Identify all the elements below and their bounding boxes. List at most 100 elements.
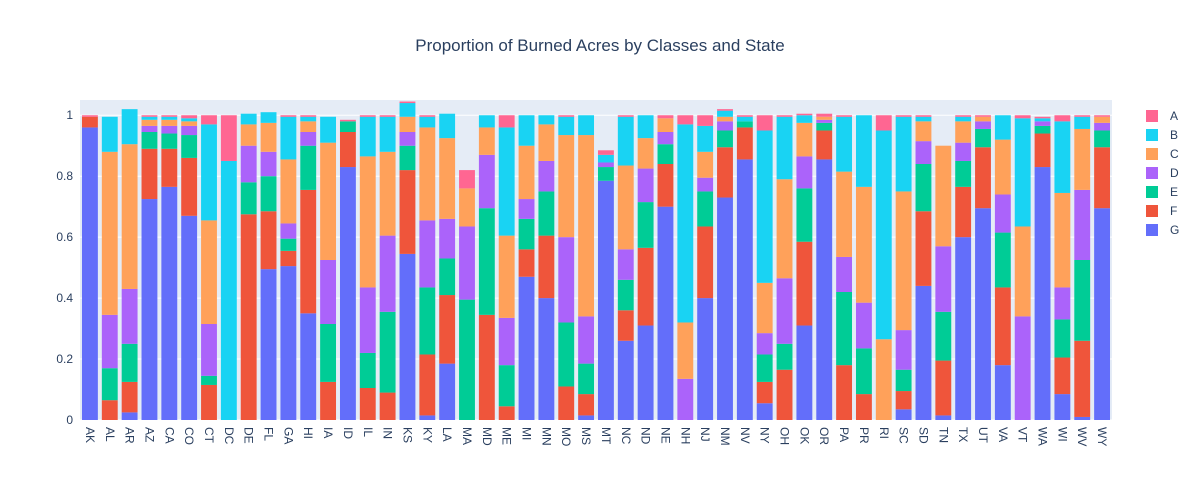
bar-segment-G-OR bbox=[816, 159, 833, 420]
bar-segment-B-VA bbox=[994, 115, 1011, 140]
bar-segment-G-WA bbox=[1034, 167, 1051, 420]
bar-segment-D-NC bbox=[617, 249, 634, 280]
legend-swatch bbox=[1146, 110, 1158, 122]
bar-segment-B-MD bbox=[478, 115, 495, 128]
bar-segment-G-VA bbox=[994, 365, 1011, 420]
bar-segment-B-IA bbox=[320, 116, 337, 143]
bar-segment-A-RI bbox=[875, 115, 892, 131]
bar-segment-G-NJ bbox=[697, 298, 714, 420]
legend-item-D[interactable]: D bbox=[1146, 166, 1179, 180]
bar-segment-G-TN bbox=[935, 415, 952, 420]
bar-segment-F-MI bbox=[518, 249, 535, 277]
bar-segment-C-MS bbox=[578, 135, 595, 317]
x-tick-label: MA bbox=[460, 427, 474, 445]
bar-segment-E-IA bbox=[320, 324, 337, 382]
bar-segment-F-OK bbox=[796, 241, 813, 326]
bar-segment-C-LA bbox=[439, 138, 456, 219]
y-tick-label: 0.4 bbox=[56, 291, 73, 305]
legend-item-C[interactable]: C bbox=[1146, 147, 1179, 161]
bar-segment-D-LA bbox=[439, 218, 456, 259]
bar-segment-C-CO bbox=[181, 121, 198, 126]
bar-segment-C-CT bbox=[201, 220, 217, 324]
bar-segment-C-NJ bbox=[697, 151, 714, 178]
bar-segment-G-WI bbox=[1054, 394, 1071, 420]
bar-segment-F-CA bbox=[161, 148, 178, 187]
x-tick-label: WV bbox=[1075, 427, 1089, 446]
bar-segment-A-NM bbox=[717, 109, 733, 111]
x-tick-label: OH bbox=[778, 427, 792, 445]
bar-segment-A-MT bbox=[597, 150, 614, 155]
bar-segment-D-OR bbox=[816, 119, 833, 123]
legend-item-E[interactable]: E bbox=[1146, 185, 1178, 199]
bar-segment-A-HI bbox=[300, 115, 317, 117]
x-tick-label: ID bbox=[341, 427, 355, 439]
bar-segment-F-ME bbox=[498, 406, 515, 420]
bar-segment-D-KS bbox=[399, 132, 416, 146]
x-tick-label: DE bbox=[242, 427, 256, 444]
bar-segment-A-AZ bbox=[141, 115, 158, 117]
bar-segment-D-OH bbox=[776, 278, 793, 344]
bar-segment-B-ME bbox=[498, 127, 515, 236]
bar-segment-A-KS bbox=[399, 101, 416, 104]
bar-segment-E-IL bbox=[359, 352, 376, 388]
bar-segment-G-MI bbox=[518, 276, 535, 420]
bar-segment-C-TN bbox=[935, 145, 952, 247]
x-tick-label: UT bbox=[976, 427, 990, 444]
bar-segment-B-LA bbox=[439, 113, 456, 139]
bar-segment-E-MT bbox=[597, 167, 614, 181]
x-tick-label: IN bbox=[381, 427, 395, 439]
legend-swatch bbox=[1146, 129, 1158, 141]
bar-segment-F-TN bbox=[935, 360, 952, 416]
x-tick-label: AL bbox=[103, 427, 117, 442]
bar-segment-B-NM bbox=[717, 110, 733, 117]
chart-title: Proportion of Burned Acres by Classes an… bbox=[415, 36, 784, 55]
bar-segment-A-OK bbox=[796, 113, 813, 116]
bar-segment-D-NE bbox=[657, 132, 674, 145]
legend-item-F[interactable]: F bbox=[1146, 204, 1177, 218]
bar-segment-F-NM bbox=[717, 147, 733, 198]
bar-segment-F-WV bbox=[1074, 340, 1091, 417]
bar-segment-D-CT bbox=[201, 324, 217, 376]
x-tick-label: VT bbox=[1016, 427, 1030, 443]
bar-segment-D-AZ bbox=[141, 125, 158, 132]
x-tick-label: LA bbox=[440, 427, 454, 442]
bar-segment-G-AZ bbox=[141, 199, 158, 420]
bar-segment-B-OK bbox=[796, 115, 813, 123]
x-tick-label: WI bbox=[1055, 427, 1069, 442]
x-tick-label: VA bbox=[996, 427, 1010, 442]
bar-segment-C-FL bbox=[260, 122, 277, 152]
legend-item-A[interactable]: A bbox=[1146, 109, 1178, 123]
legend-swatch bbox=[1146, 205, 1158, 217]
x-tick-label: NC bbox=[619, 427, 633, 445]
legend-item-G[interactable]: G bbox=[1146, 223, 1179, 237]
bar-segment-D-IL bbox=[359, 287, 376, 353]
bar-segment-B-TX bbox=[955, 116, 972, 122]
bar-segment-A-WI bbox=[1054, 115, 1071, 122]
x-tick-label: NE bbox=[658, 427, 672, 444]
bar-segment-E-GA bbox=[280, 238, 297, 251]
bar-segment-F-DE bbox=[240, 214, 257, 420]
bar-segment-G-NV bbox=[736, 159, 753, 420]
bar-segment-D-WA bbox=[1034, 121, 1051, 126]
bar-segment-D-MN bbox=[538, 160, 555, 192]
bar-segment-E-LA bbox=[439, 258, 456, 296]
bar-segment-F-AL bbox=[101, 400, 118, 420]
bar-segment-B-WV bbox=[1074, 116, 1091, 129]
bar-segment-A-VT bbox=[1014, 115, 1031, 119]
bar-segment-E-TX bbox=[955, 160, 972, 187]
bar-segment-B-NC bbox=[617, 116, 634, 166]
bar-segment-F-AZ bbox=[141, 148, 158, 200]
bar-segment-C-CA bbox=[161, 119, 178, 126]
legend-item-B[interactable]: B bbox=[1146, 128, 1178, 142]
x-tick-label: NY bbox=[758, 427, 772, 444]
bar-segment-G-CA bbox=[161, 186, 178, 420]
bar-segment-F-OH bbox=[776, 369, 793, 420]
bar-segment-C-KY bbox=[419, 127, 436, 221]
x-tick-label: MS bbox=[579, 427, 593, 445]
bar-segment-D-SD bbox=[915, 141, 932, 164]
bar-segment-A-WV bbox=[1074, 115, 1091, 117]
bar-segment-F-WI bbox=[1054, 357, 1071, 395]
bar-segment-E-AR bbox=[121, 343, 138, 382]
